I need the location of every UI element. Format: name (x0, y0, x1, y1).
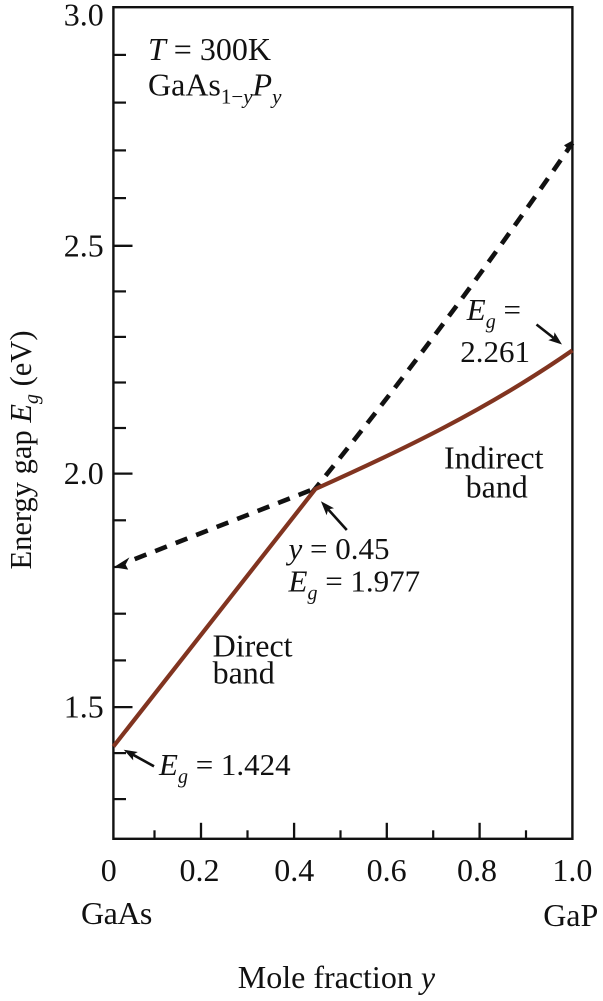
svg-text:0.4: 0.4 (274, 852, 314, 888)
svg-text:0: 0 (101, 852, 117, 888)
svg-text:0.2: 0.2 (180, 852, 220, 888)
svg-text:Eg =: Eg = (466, 292, 521, 333)
svg-text:GaP: GaP (543, 897, 598, 933)
svg-text:0.6: 0.6 (367, 852, 407, 888)
svg-text:T = 300K: T = 300K (148, 31, 271, 67)
svg-text:2.5: 2.5 (64, 227, 104, 263)
svg-text:2.261: 2.261 (460, 334, 530, 369)
svg-text:Direct: Direct (213, 628, 293, 664)
svg-text:Eg = 1.977: Eg = 1.977 (288, 564, 421, 605)
svg-text:2.0: 2.0 (64, 455, 104, 491)
svg-text:Eg = 1.424: Eg = 1.424 (158, 747, 291, 788)
svg-text:Mole fraction y: Mole fraction y (238, 959, 436, 995)
svg-text:band: band (213, 655, 275, 691)
svg-text:band: band (466, 469, 528, 505)
svg-text:Indirect: Indirect (444, 439, 544, 475)
svg-text:y = 0.45: y = 0.45 (286, 531, 390, 566)
svg-text:GaAs: GaAs (81, 895, 152, 931)
svg-text:1.5: 1.5 (64, 689, 104, 725)
svg-text:Energy gap Eg (eV): Energy gap Eg (eV) (4, 331, 43, 570)
svg-text:3.0: 3.0 (64, 0, 104, 32)
svg-text:1.0: 1.0 (552, 852, 592, 888)
svg-text:0.8: 0.8 (457, 852, 497, 888)
svg-text:GaAs1−yPy: GaAs1−yPy (148, 67, 282, 109)
